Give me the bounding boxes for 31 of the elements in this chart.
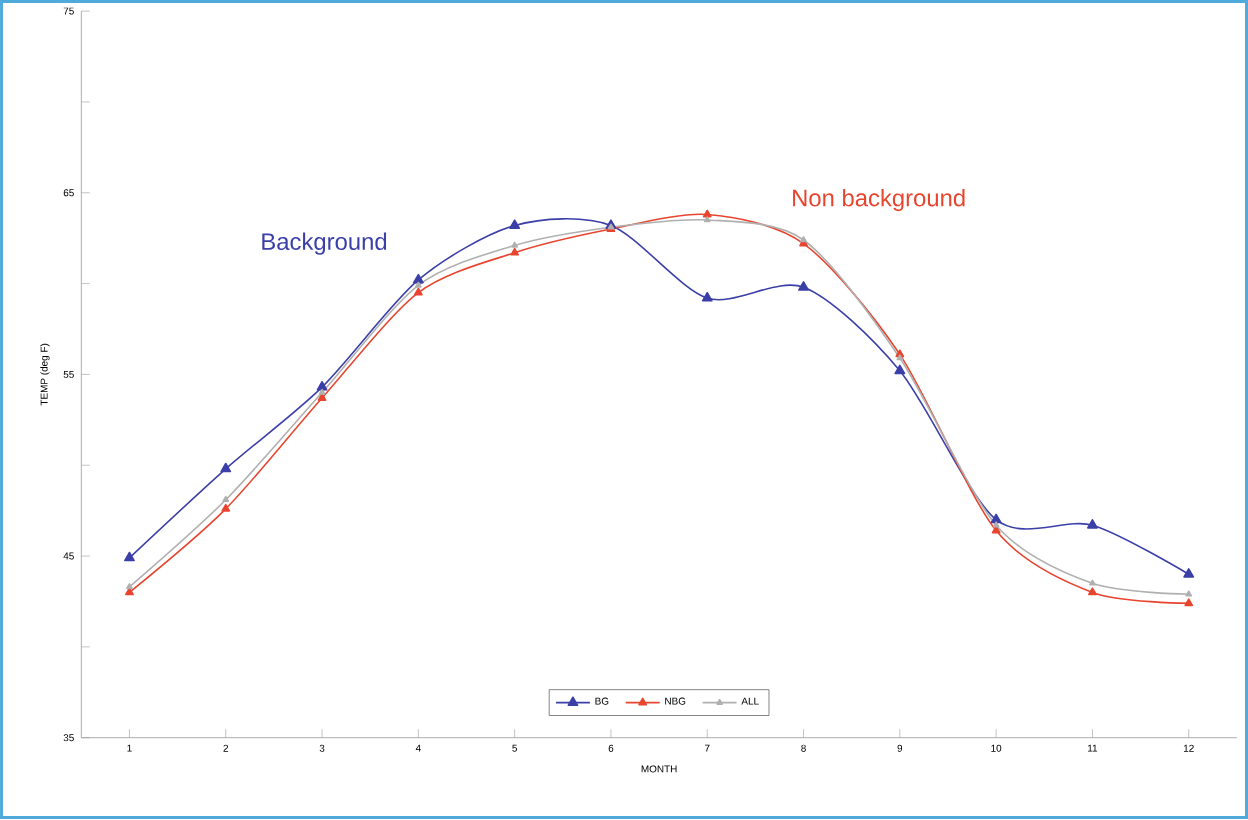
point bbox=[990, 514, 1002, 524]
point bbox=[1089, 580, 1096, 587]
point bbox=[1185, 590, 1193, 597]
point bbox=[896, 354, 904, 361]
point bbox=[221, 504, 231, 513]
point bbox=[1184, 598, 1194, 607]
point bbox=[124, 552, 135, 562]
point bbox=[222, 496, 230, 503]
point bbox=[702, 210, 712, 218]
point bbox=[703, 216, 711, 223]
point bbox=[511, 242, 519, 249]
point bbox=[1183, 568, 1195, 579]
point bbox=[509, 219, 521, 230]
point bbox=[316, 381, 328, 392]
point bbox=[412, 274, 424, 284]
point bbox=[992, 521, 1000, 528]
point bbox=[126, 583, 133, 590]
point bbox=[220, 463, 232, 473]
annotation: Non background bbox=[793, 189, 965, 212]
point bbox=[1086, 519, 1098, 530]
point bbox=[413, 288, 423, 297]
point bbox=[510, 248, 520, 257]
point bbox=[318, 389, 326, 396]
point bbox=[798, 281, 809, 292]
point bbox=[991, 526, 1001, 535]
point bbox=[701, 292, 713, 303]
point bbox=[414, 282, 422, 289]
point bbox=[1088, 587, 1097, 596]
annotation: Background bbox=[262, 233, 387, 256]
point bbox=[894, 365, 906, 375]
point bbox=[317, 393, 327, 402]
